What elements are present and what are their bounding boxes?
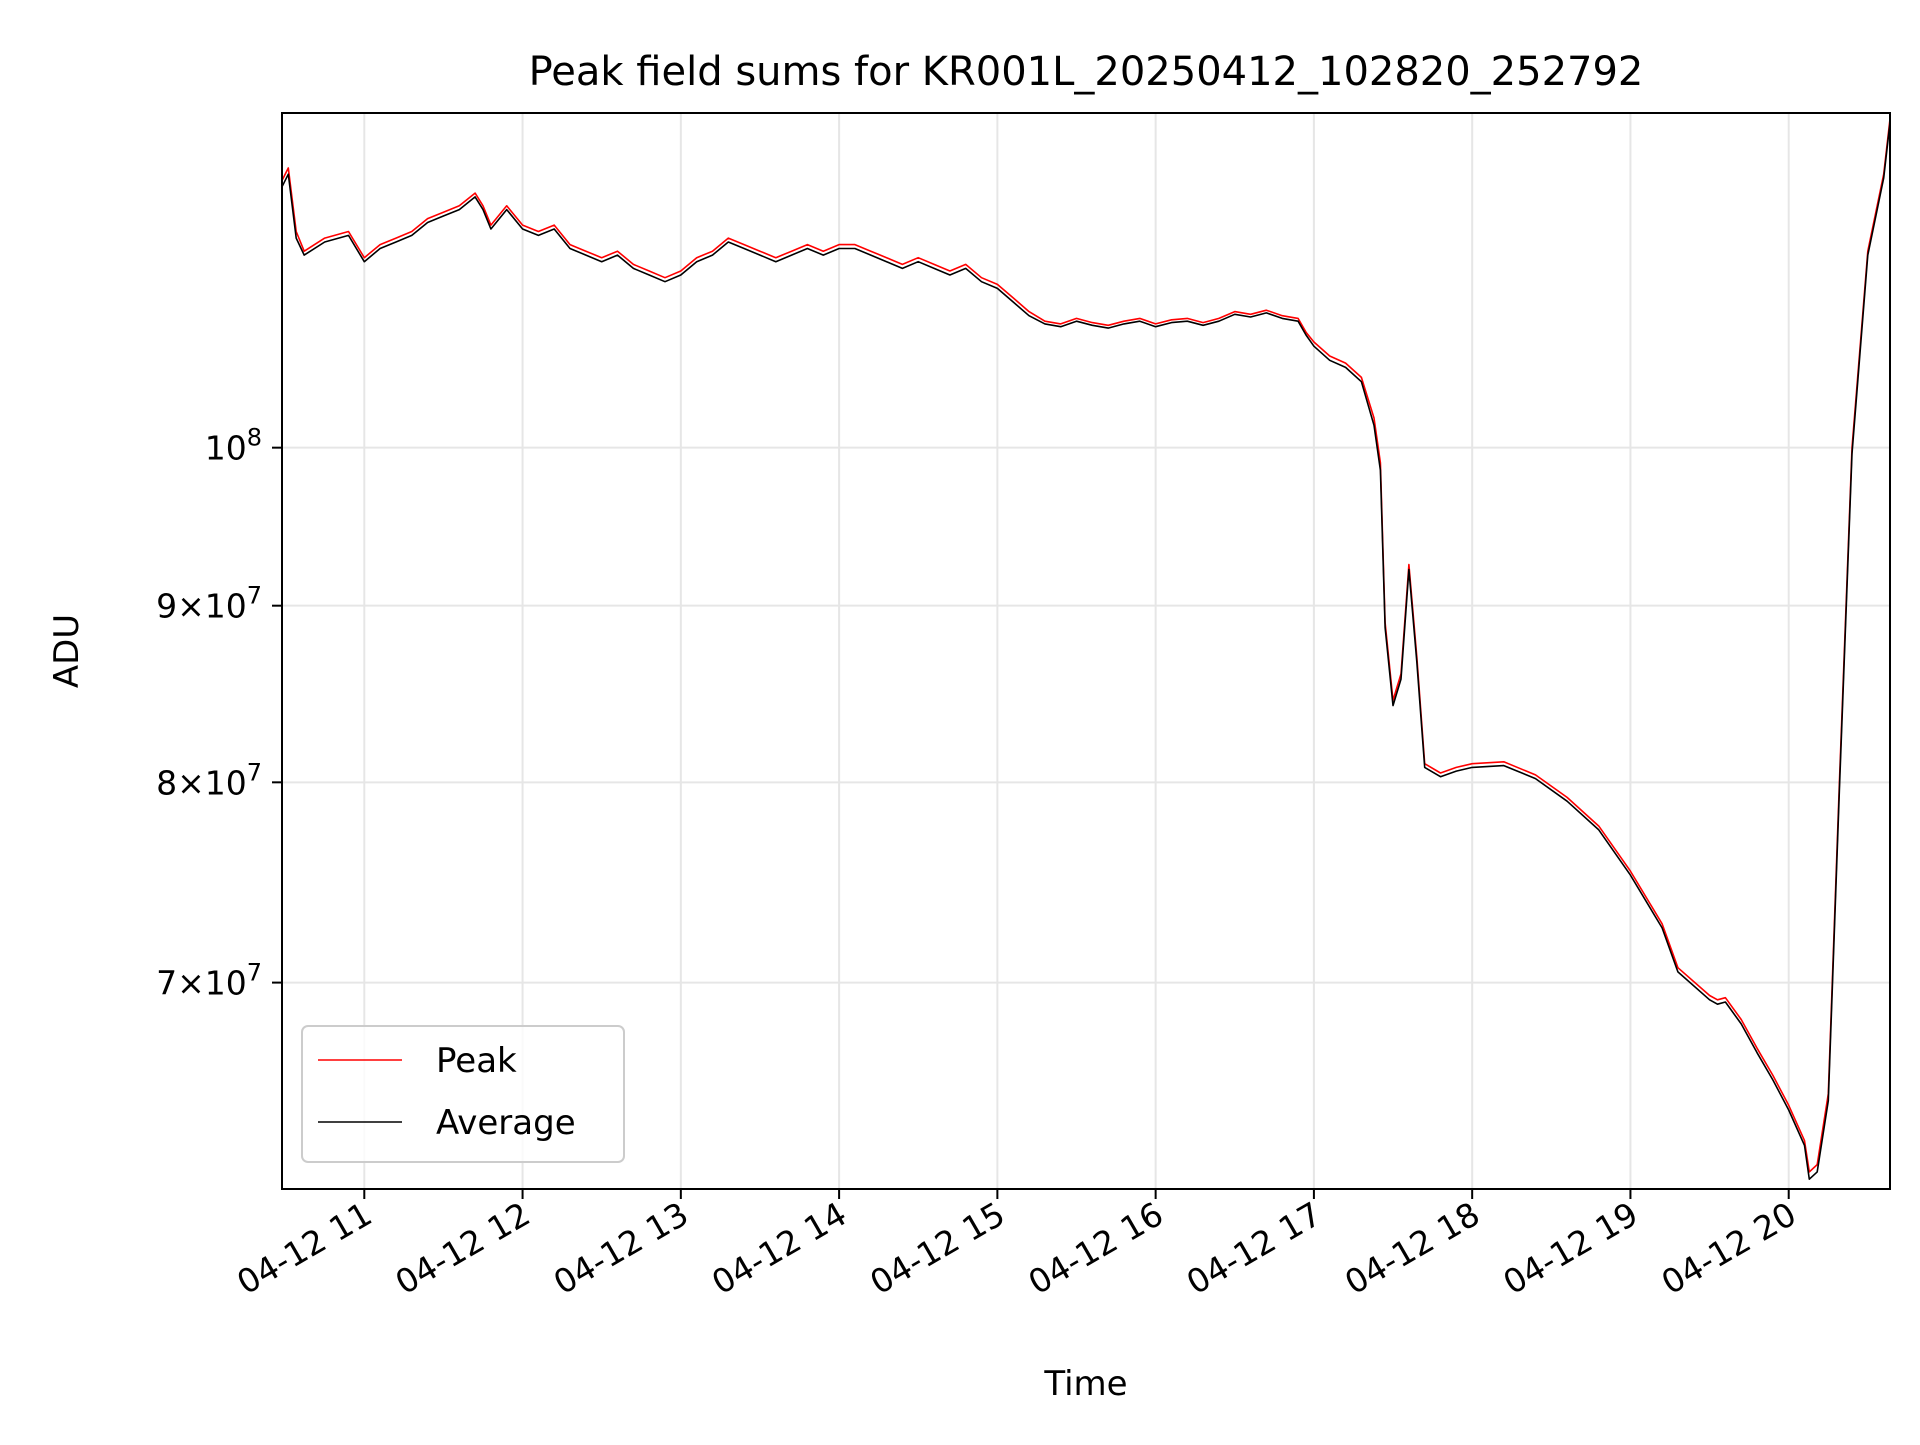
y-tick-label-1: 9×107 — [156, 582, 262, 626]
legend: Peak Average — [301, 1025, 625, 1163]
series-line-average — [281, 122, 1891, 1180]
x-axis-label: Time — [1043, 1364, 1127, 1404]
y-tick-label-3: 7×107 — [156, 959, 262, 1003]
y-tick-label-2: 8×107 — [156, 758, 262, 802]
legend-label-peak: Peak — [436, 1041, 517, 1081]
grid-layer — [282, 113, 1890, 1189]
series-layer — [281, 118, 1891, 1180]
plot-area-background — [282, 113, 1890, 1189]
y-tick-label-0: 108 — [205, 424, 262, 468]
chart-title: Peak field sums for KR001L_20250412_1028… — [529, 49, 1644, 95]
legend-label-average: Average — [436, 1103, 576, 1143]
plot-frame — [281, 112, 1891, 1190]
series-line-peak — [281, 118, 1891, 1173]
y-axis-label: ADU — [47, 614, 87, 688]
